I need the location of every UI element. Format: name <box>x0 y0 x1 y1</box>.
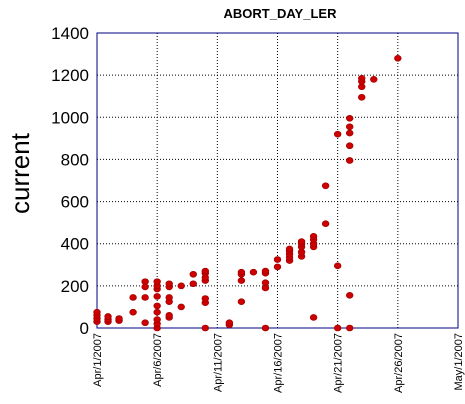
data-point <box>333 324 342 332</box>
data-point <box>153 302 161 310</box>
x-tick-label: Apr/1/2007 <box>92 333 104 387</box>
data-point <box>201 324 210 332</box>
data-point <box>153 316 161 323</box>
data-point <box>346 123 354 131</box>
data-point <box>237 277 246 284</box>
data-point <box>165 280 173 288</box>
data-point <box>165 294 173 301</box>
data-point <box>93 308 101 316</box>
data-point <box>309 233 318 240</box>
data-point <box>285 245 294 253</box>
x-tick-label: May/1/2007 <box>453 333 465 390</box>
data-point <box>346 157 354 164</box>
data-point <box>153 293 161 300</box>
data-point <box>141 319 149 327</box>
data-point <box>249 268 258 276</box>
chart-title: ABORT_DAY_LER <box>223 6 337 21</box>
data-points <box>93 54 402 332</box>
data-point <box>394 54 402 62</box>
data-point <box>189 270 197 278</box>
data-point <box>104 313 112 320</box>
data-point <box>189 280 197 288</box>
data-point <box>141 294 149 301</box>
y-tick-labels: 0 200 400 600 800 1000 1200 1400 <box>51 24 89 338</box>
plot-frame <box>96 32 459 329</box>
data-point <box>370 76 378 83</box>
y-tick-label: 1400 <box>51 24 89 43</box>
data-point <box>201 267 210 275</box>
x-tick-labels: Apr/1/2007 Apr/6/2007 Apr/11/2007 Apr/16/20… <box>92 333 465 393</box>
data-point <box>261 324 270 332</box>
data-point <box>346 142 354 150</box>
x-tick-label: Apr/16/2007 <box>273 333 285 393</box>
data-point <box>129 308 137 316</box>
data-point <box>346 115 354 122</box>
data-point <box>333 130 342 138</box>
x-tick-label: Apr/11/2007 <box>212 333 224 392</box>
data-point <box>177 282 185 290</box>
data-point <box>333 262 342 270</box>
data-point <box>237 298 246 305</box>
data-point <box>177 303 185 311</box>
data-point <box>358 93 366 101</box>
data-point <box>153 308 161 316</box>
y-tick-label: 1200 <box>51 66 89 85</box>
data-point <box>115 315 123 322</box>
data-point <box>273 256 282 263</box>
y-tick-label: 600 <box>61 193 89 212</box>
y-tick-label: 0 <box>80 319 89 338</box>
grid-lines <box>97 33 458 328</box>
data-point <box>237 268 246 276</box>
data-point <box>346 292 354 299</box>
data-point <box>225 319 234 327</box>
data-point <box>346 324 354 332</box>
data-point <box>141 278 149 285</box>
data-point <box>309 314 318 321</box>
data-point <box>261 279 270 286</box>
y-tick-label: 1000 <box>51 108 89 127</box>
data-point <box>201 295 210 302</box>
data-point <box>297 238 306 245</box>
data-point <box>358 75 366 82</box>
data-point <box>321 220 330 227</box>
x-tick-label: Apr/6/2007 <box>152 333 164 387</box>
data-point <box>129 294 137 301</box>
data-point <box>153 278 161 285</box>
data-point <box>165 312 173 319</box>
y-tick-label: 800 <box>61 150 89 169</box>
x-tick-label: Apr/21/2007 <box>333 333 345 393</box>
data-point <box>321 182 330 190</box>
y-tick-label: 400 <box>61 235 89 254</box>
data-point <box>273 263 282 271</box>
data-point <box>261 267 270 275</box>
y-tick-label: 200 <box>61 277 89 296</box>
plot-border <box>96 32 459 329</box>
x-tick-label: Apr/26/2007 <box>393 333 405 393</box>
data-point <box>346 129 354 137</box>
